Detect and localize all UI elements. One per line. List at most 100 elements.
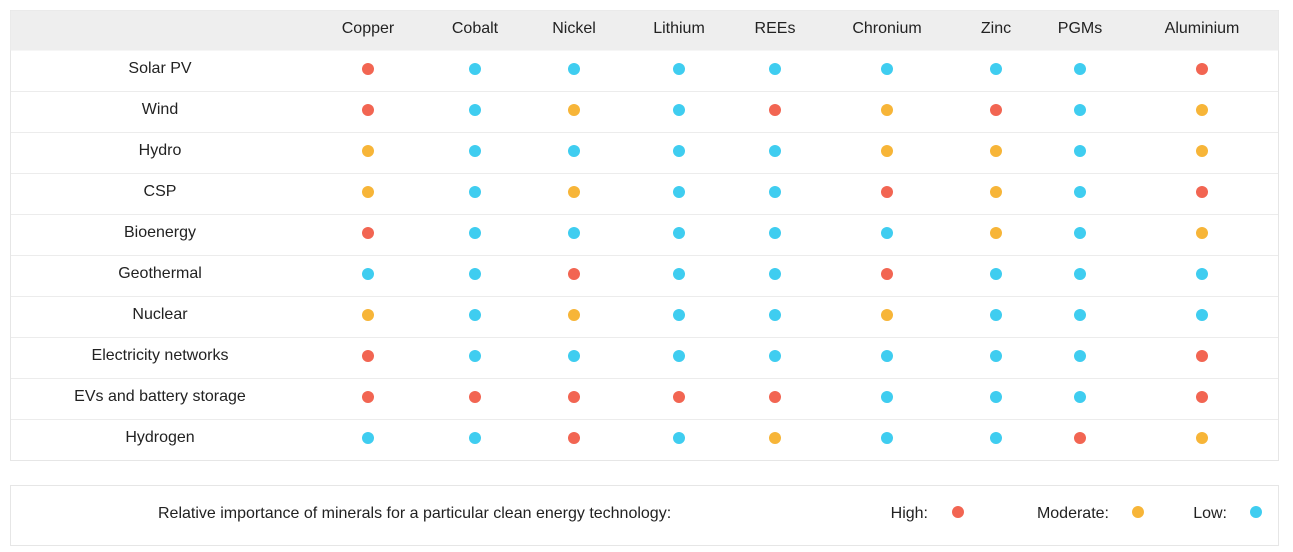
importance-dot — [1196, 63, 1208, 75]
importance-dot — [1074, 145, 1086, 157]
importance-dot — [990, 145, 1002, 157]
importance-dot — [673, 63, 685, 75]
column-header: Cobalt — [452, 20, 499, 37]
row-label: Bioenergy — [124, 224, 196, 241]
importance-dot — [1074, 391, 1086, 403]
importance-dot — [469, 63, 481, 75]
importance-dot — [1196, 350, 1208, 362]
importance-dot — [769, 268, 781, 280]
importance-dot — [673, 432, 685, 444]
importance-dot — [673, 268, 685, 280]
importance-dot — [990, 227, 1002, 239]
importance-dot — [769, 63, 781, 75]
importance-dot — [1196, 309, 1208, 321]
row-label: Hydro — [139, 142, 182, 159]
column-header: Zinc — [981, 20, 1011, 37]
legend-label: Moderate: — [1037, 505, 1109, 522]
legend-dot — [1250, 506, 1262, 518]
importance-dot — [769, 227, 781, 239]
importance-dot — [881, 104, 893, 116]
importance-dot — [881, 145, 893, 157]
importance-dot — [1074, 63, 1086, 75]
table-frame — [10, 10, 1279, 461]
importance-dot — [769, 350, 781, 362]
importance-dot — [1196, 227, 1208, 239]
importance-dot — [673, 186, 685, 198]
importance-dot — [1196, 104, 1208, 116]
importance-dot — [990, 391, 1002, 403]
importance-dot — [1196, 268, 1208, 280]
importance-dot — [1074, 268, 1086, 280]
column-header: REEs — [755, 20, 796, 37]
importance-dot — [990, 309, 1002, 321]
importance-dot — [881, 268, 893, 280]
importance-dot — [1074, 186, 1086, 198]
importance-dot — [362, 227, 374, 239]
legend-dot — [1132, 506, 1144, 518]
importance-dot — [568, 63, 580, 75]
importance-dot — [1196, 145, 1208, 157]
column-header: Nickel — [552, 20, 596, 37]
row-label: CSP — [144, 183, 177, 200]
importance-dot — [362, 268, 374, 280]
importance-dot — [469, 350, 481, 362]
importance-dot — [568, 268, 580, 280]
importance-dot — [881, 432, 893, 444]
column-header: PGMs — [1058, 20, 1102, 37]
importance-dot — [362, 391, 374, 403]
importance-dot — [362, 350, 374, 362]
legend-dot — [952, 506, 964, 518]
importance-dot — [881, 63, 893, 75]
importance-dot — [769, 145, 781, 157]
importance-dot — [362, 309, 374, 321]
importance-dot — [568, 350, 580, 362]
column-header: Copper — [342, 20, 395, 37]
importance-dot — [1074, 104, 1086, 116]
importance-dot — [673, 104, 685, 116]
importance-dot — [769, 391, 781, 403]
importance-dot — [1196, 391, 1208, 403]
importance-dot — [568, 309, 580, 321]
importance-dot — [469, 104, 481, 116]
importance-dot — [469, 309, 481, 321]
importance-dot — [568, 104, 580, 116]
importance-dot — [769, 104, 781, 116]
importance-dot — [1074, 309, 1086, 321]
table-header — [10, 10, 1279, 51]
row-label: Solar PV — [128, 60, 191, 77]
importance-dot — [362, 63, 374, 75]
legend-title: Relative importance of minerals for a pa… — [158, 505, 671, 522]
importance-dot — [568, 391, 580, 403]
importance-dot — [990, 104, 1002, 116]
legend-box — [10, 485, 1279, 546]
importance-dot — [881, 350, 893, 362]
row-label: Nuclear — [132, 306, 188, 323]
importance-dot — [1074, 432, 1086, 444]
importance-dot — [881, 309, 893, 321]
importance-dot — [568, 432, 580, 444]
importance-dot — [469, 145, 481, 157]
importance-dot — [469, 391, 481, 403]
importance-dot — [568, 145, 580, 157]
importance-dot — [469, 268, 481, 280]
legend-label: High: — [891, 505, 928, 522]
importance-dot — [990, 63, 1002, 75]
importance-dot — [769, 186, 781, 198]
importance-dot — [362, 432, 374, 444]
importance-dot — [362, 104, 374, 116]
importance-dot — [990, 432, 1002, 444]
row-label: Wind — [142, 101, 178, 118]
importance-dot — [990, 350, 1002, 362]
row-label: Geothermal — [118, 265, 202, 282]
importance-dot — [469, 186, 481, 198]
importance-dot — [469, 432, 481, 444]
importance-dot — [673, 350, 685, 362]
importance-dot — [362, 186, 374, 198]
importance-dot — [1196, 432, 1208, 444]
importance-dot — [881, 186, 893, 198]
column-header: Aluminium — [1165, 20, 1240, 37]
importance-dot — [881, 227, 893, 239]
legend-label: Low: — [1193, 505, 1227, 522]
importance-dot — [1074, 350, 1086, 362]
